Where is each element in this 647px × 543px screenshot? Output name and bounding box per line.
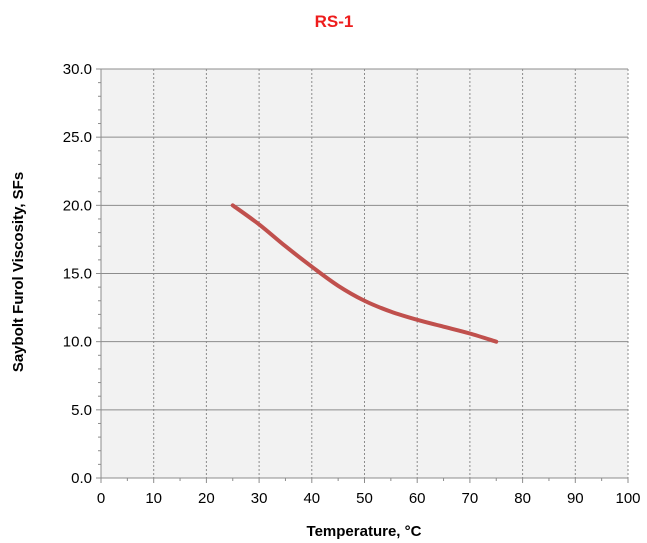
x-tick-label: 90 — [567, 490, 584, 507]
y-tick-label: 30.0 — [63, 61, 92, 78]
chart-title: RS-1 — [315, 12, 354, 31]
y-tick-label: 10.0 — [63, 334, 92, 351]
tick-labels: 0 10 20 30 40 50 60 70 80 90 100 0.0 5.0 10.0 15.0 20.0… — [63, 61, 641, 507]
y-tick-label: 20.0 — [63, 197, 92, 214]
y-tick-label: 5.0 — [71, 402, 92, 419]
series-layer — [230, 203, 499, 344]
x-tick-label: 50 — [356, 490, 373, 507]
x-tick-label: 80 — [514, 490, 531, 507]
x-tick-label: 70 — [462, 490, 479, 507]
x-axis-title: Temperature, °C — [307, 523, 422, 540]
y-tick-label: 0.0 — [71, 470, 92, 487]
series-line — [230, 203, 499, 344]
y-axis-title: Saybolt Furol Viscosity, SFs — [10, 172, 27, 372]
y-tick-label: 15.0 — [63, 266, 92, 283]
x-tick-label: 60 — [409, 490, 426, 507]
x-tick-label: 30 — [251, 490, 268, 507]
x-tick-label: 100 — [615, 490, 640, 507]
x-tick-label: 40 — [303, 490, 320, 507]
grid — [101, 68, 629, 478]
x-tick-label: 0 — [97, 490, 105, 507]
axes — [96, 68, 629, 483]
x-tick-label: 20 — [198, 490, 215, 507]
y-tick-label: 25.0 — [63, 129, 92, 146]
x-tick-label: 10 — [145, 490, 162, 507]
